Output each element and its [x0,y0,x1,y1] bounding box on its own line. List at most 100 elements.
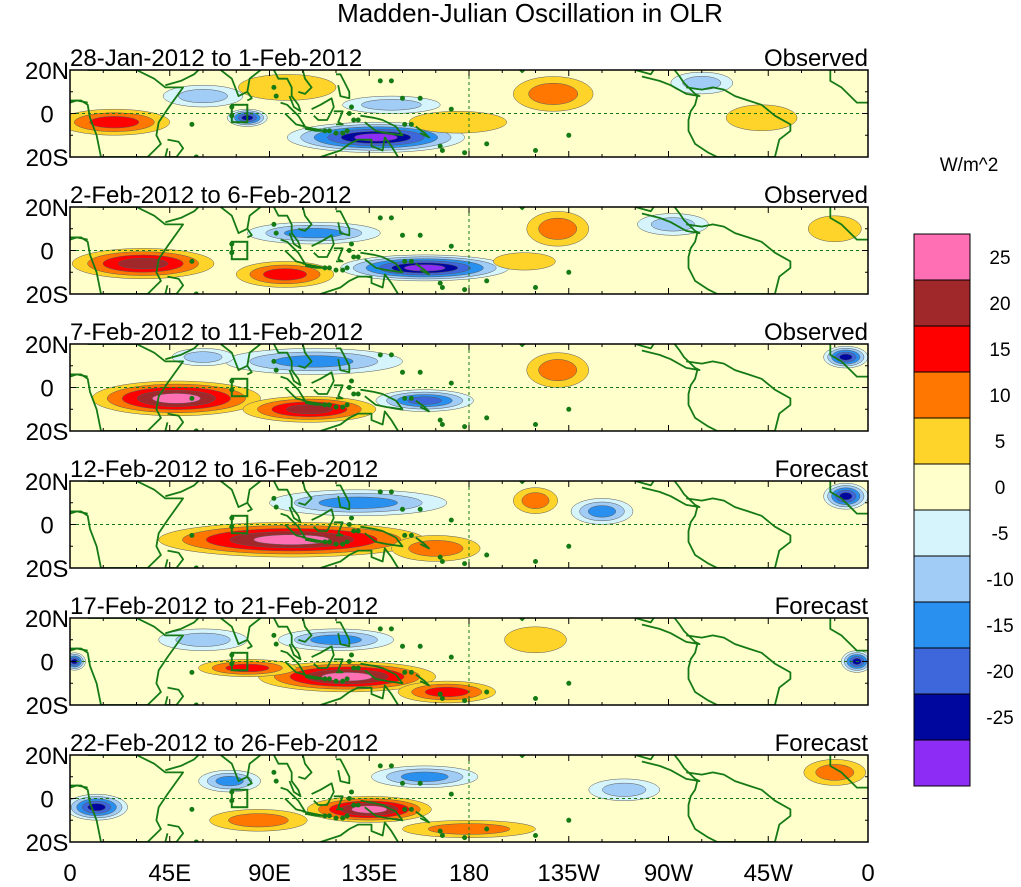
anomaly-7 [371,765,479,788]
anomaly-8 [158,628,248,651]
anomaly-6 [224,348,403,375]
contour-band [807,215,862,243]
contour-band [504,626,567,654]
coastlines [70,344,868,431]
coastline [415,399,430,413]
x-axis-tick-labels: 0 45E 90E 135E 180 135W 90W 45W 0 [63,860,874,887]
island [402,806,408,812]
coastline [333,384,344,400]
island [566,817,572,823]
island [408,532,414,538]
coastline [360,525,404,548]
x-tick-label: 45E [148,860,191,887]
coastline [164,686,184,705]
coastline [165,207,200,224]
y-tick-label: 20S [26,556,69,583]
anomaly-6 [807,215,862,243]
x-tick-label: 45W [744,860,794,887]
colorbar-level: 25 [989,248,1010,269]
coastline [686,771,792,842]
coastline [333,795,344,811]
anomaly-3 [397,680,496,704]
anomaly-3 [513,487,558,514]
coastlines [70,207,868,294]
island [326,128,332,134]
coastline [280,101,306,128]
anomaly-1 [91,380,261,417]
coastline [415,673,430,687]
coastline [298,207,313,232]
panel-1: 20N 0 20S 28-Jan-2012 to 1-Feb-2012 Observed [25,45,869,172]
coastline [164,823,184,842]
contour-band [286,404,333,415]
colorbar-bin [913,739,971,787]
island [348,104,354,110]
island [333,815,339,821]
coastline [686,360,792,431]
colorbar-level: -20 [986,662,1013,683]
colorbar-level: 10 [989,386,1010,407]
coastline [164,549,184,568]
x-tick-label: 0 [63,860,76,887]
coastline [320,410,399,431]
coastline [164,275,184,294]
coastline [70,236,88,241]
island [533,284,539,290]
island [273,230,279,236]
coastline [686,223,792,294]
coastline [336,347,351,374]
island [377,489,383,495]
index-box [230,514,249,535]
island [189,395,195,401]
coastline [220,481,262,508]
contour-band [839,353,853,361]
contour-band [263,268,307,281]
panel-status: Observed [764,319,868,346]
island [566,132,572,138]
contour-band [183,351,223,363]
coastline [70,618,184,705]
colorbar-level: 20 [989,294,1010,315]
y-tick-label: 0 [40,513,53,540]
contour-band [408,111,507,134]
index-box [230,377,249,398]
island [340,130,346,136]
x-tick-label: 135W [537,860,600,887]
island [377,626,383,632]
island [377,352,383,358]
coastline [165,481,200,498]
anomaly-7 [247,221,381,245]
island [402,258,408,264]
island [340,678,346,684]
island [271,632,277,638]
coastline [246,91,253,102]
anomaly-7 [342,95,441,114]
island [344,813,350,819]
y-tick-label: 0 [40,376,53,403]
island [417,506,423,512]
contour-band [152,393,201,404]
coastline [273,618,302,661]
island [402,121,408,127]
island [462,287,468,293]
x-tick-label: 90W [644,860,694,887]
island [351,528,357,534]
coastline [280,238,306,265]
contour-band [839,492,853,501]
contour-band [538,217,578,240]
coastline [280,375,306,402]
coastline [333,521,344,537]
island [333,130,339,136]
anomaly-3 [340,254,510,282]
island [437,691,443,697]
island [271,84,277,90]
colorbar-bin [913,279,971,327]
island [388,763,394,769]
coastline [70,784,88,789]
anomaly-2 [235,261,335,288]
island [271,358,277,364]
y-tick-label: 20N [25,606,69,633]
island [566,406,572,412]
colorbar-bin [913,509,971,557]
island [566,680,572,686]
